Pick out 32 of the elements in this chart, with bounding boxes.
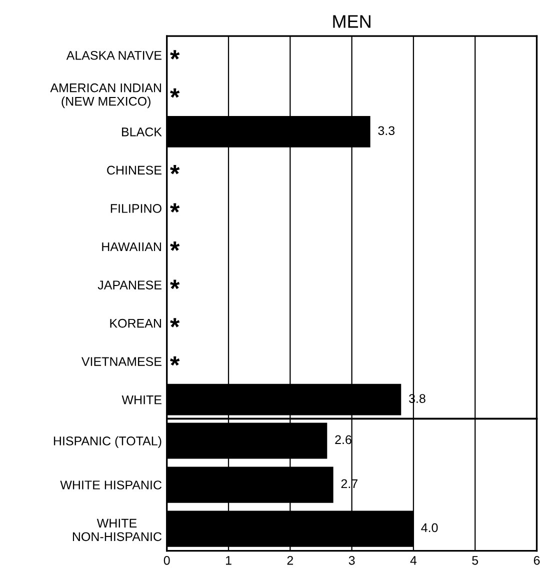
y-tick-label: WHITE (122, 396, 162, 404)
y-tick-label: BLACK (122, 128, 162, 136)
y-tick-label: CHINESE (107, 166, 162, 175)
text: * (170, 242, 180, 251)
data-label: 2.6 (335, 435, 352, 444)
x-tick-label: 0 (164, 556, 170, 565)
x-tick-label: 1 (226, 556, 232, 565)
data-label: 4.0 (421, 523, 438, 532)
y-tick-label: VIETNAMESE (81, 357, 162, 366)
y-tick-label: JAPANESE (98, 280, 162, 290)
data-label: 3.3 (378, 126, 395, 136)
y-tick-label: AMERICAN INDIAN (NEW MEXICO) (50, 83, 161, 108)
text: * (170, 318, 180, 328)
text: * (170, 50, 180, 60)
x-tick-label: 2 (287, 556, 294, 565)
y-tick-label: WHITE HISPANIC (60, 480, 162, 490)
x-tick-label: 6 (534, 556, 540, 565)
x-tick-label: 3 (348, 556, 355, 565)
x-tick-label: 5 (472, 556, 478, 565)
y-tick-label: ALASKA NATIVE (66, 50, 162, 60)
text: * (170, 88, 180, 98)
text: * (170, 164, 180, 174)
y-tick-label: HISPANIC (TOTAL) (54, 436, 162, 448)
text: * (170, 356, 180, 366)
text: * (170, 280, 180, 290)
y-tick-label: KOREAN (110, 318, 161, 328)
y-tick-label: FILIPINO (110, 204, 162, 213)
y-tick-label: WHITE NON-HISPANIC (72, 518, 162, 542)
y-tick-label: HAWAIIAN (102, 242, 161, 252)
text: * (170, 203, 180, 213)
chart-title: MEN (333, 15, 370, 28)
x-tick-label: 4 (410, 556, 417, 565)
